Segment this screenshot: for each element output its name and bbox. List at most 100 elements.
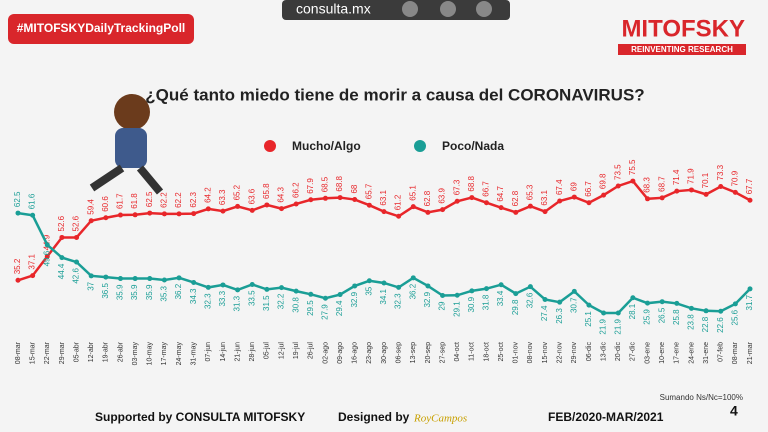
legend-swatch: [414, 140, 426, 152]
data-label: 34.1: [379, 288, 388, 304]
data-label: 63.1: [379, 189, 388, 205]
note: Sumando Ns/Nc=100%: [660, 393, 743, 402]
data-label: 64.3: [277, 187, 286, 203]
data-label: 35.9: [145, 284, 154, 300]
x-tick-label: 04-oct: [454, 342, 461, 362]
x-tick-label: 21-jun: [234, 342, 241, 362]
point: [235, 287, 241, 293]
point: [117, 212, 123, 218]
x-tick-label: 10-ene: [659, 342, 666, 364]
data-label: 25.6: [730, 309, 739, 325]
data-label: 62.3: [189, 191, 198, 207]
legend-label: Poco/Nada: [442, 139, 504, 153]
data-label: 26.5: [657, 307, 666, 323]
x-tick-label: 11-oct: [469, 342, 476, 361]
facebook-icon[interactable]: [440, 1, 456, 17]
point: [601, 310, 607, 316]
data-label: 61.8: [130, 193, 139, 209]
data-label: 63.9: [438, 188, 447, 204]
point: [513, 291, 519, 297]
point: [249, 281, 255, 287]
data-label: 42.6: [72, 268, 81, 284]
data-label: 37.1: [28, 253, 37, 269]
point: [659, 299, 665, 305]
point: [205, 206, 211, 212]
x-tick-label: 27-dic: [630, 342, 637, 362]
x-tick-label: 18-oct: [483, 342, 490, 362]
point: [396, 213, 402, 219]
point: [337, 292, 343, 298]
x-tick-label: 21-mar: [747, 341, 754, 364]
point: [630, 178, 636, 184]
runner-illustration: [89, 94, 164, 195]
data-label: 32.3: [203, 293, 212, 309]
page-number: 4: [730, 403, 738, 419]
data-label: 68.8: [335, 175, 344, 191]
twitter-icon[interactable]: [402, 1, 418, 17]
point: [454, 198, 460, 204]
point: [44, 242, 50, 248]
point: [30, 273, 36, 279]
data-label: 22.8: [701, 316, 710, 332]
point: [747, 197, 753, 203]
point: [103, 215, 109, 221]
point: [425, 283, 431, 289]
x-tick-label: 03-may: [132, 342, 139, 366]
data-label: 35.3: [160, 285, 169, 301]
point: [15, 277, 21, 283]
data-label: 71.4: [672, 169, 681, 185]
data-label: 21.9: [613, 318, 622, 334]
data-label: 62.2: [174, 192, 183, 208]
data-label: 62.8: [423, 190, 432, 206]
point: [688, 305, 694, 311]
site[interactable]: consulta.mx: [296, 1, 371, 17]
data-label: 65.8: [262, 183, 271, 199]
data-label: 31.5: [262, 295, 271, 311]
youtube-icon[interactable]: [476, 1, 492, 17]
point: [352, 283, 358, 289]
data-label: 65.7: [364, 183, 373, 199]
data-label: 68.8: [467, 175, 476, 191]
point: [279, 285, 285, 291]
point: [483, 286, 489, 292]
point: [205, 284, 211, 290]
data-label: 66.2: [291, 182, 300, 198]
footer-designer: RoyCampos: [413, 413, 467, 425]
data-label: 52.6: [72, 215, 81, 231]
x-tick-label: 02-ago: [322, 342, 329, 364]
data-label: 25.9: [643, 309, 652, 325]
data-label: 65.3: [526, 184, 535, 200]
x-tick-label: 07-jun: [205, 342, 212, 362]
x-tick-label: 30-ago: [381, 342, 388, 364]
point: [30, 212, 36, 218]
point: [366, 278, 372, 284]
x-tick-label: 25-oct: [498, 342, 505, 362]
data-label: 35.9: [116, 284, 125, 300]
point: [527, 284, 533, 290]
x-tick-label: 19-abr: [103, 341, 110, 362]
data-label: 23.8: [687, 314, 696, 330]
x-tick-label: 15-mar: [29, 341, 36, 364]
data-label: 30.9: [467, 296, 476, 312]
data-label: 32.9: [350, 291, 359, 307]
x-tick-label: 19-jul: [293, 342, 300, 360]
point: [586, 302, 592, 308]
data-label: 66.7: [584, 181, 593, 197]
x-tick-label: 08-mar: [732, 341, 739, 364]
point: [732, 301, 738, 307]
data-label: 66.7: [482, 181, 491, 197]
x-tick-label: 31-may: [191, 342, 198, 366]
point: [366, 202, 372, 208]
point: [322, 195, 328, 201]
data-label: 29: [438, 301, 447, 310]
point: [15, 210, 21, 216]
point: [630, 295, 636, 301]
point: [176, 211, 182, 217]
point: [220, 282, 226, 288]
point: [308, 291, 314, 297]
tagline: REINVENTING RESEARCH: [631, 45, 733, 54]
point: [703, 191, 709, 197]
data-label: 60.6: [101, 196, 110, 212]
x-tick-label: 17-ene: [674, 342, 681, 364]
point: [674, 300, 680, 306]
